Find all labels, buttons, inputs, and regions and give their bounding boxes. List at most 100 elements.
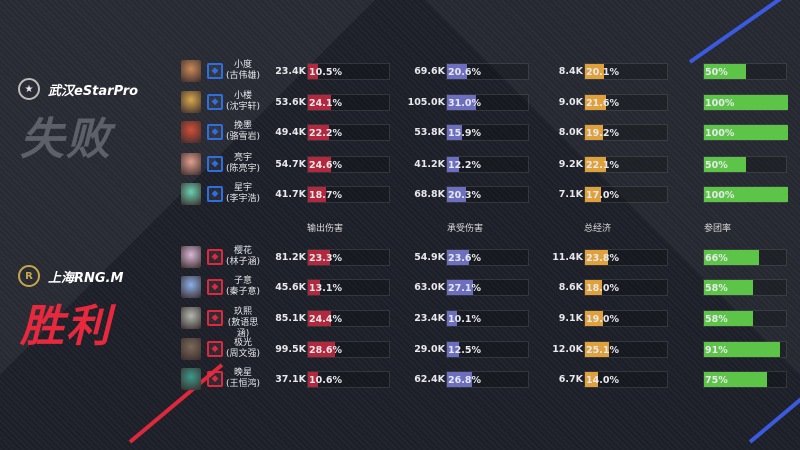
gold-bar: 25.1% [584, 341, 668, 358]
taken-percent: 12.2% [448, 160, 481, 171]
gold-percent: 17.0% [586, 190, 619, 201]
damage-bar: 10.5% [307, 63, 390, 80]
gold-bar: 22.1% [584, 156, 668, 173]
player-id: 星宇 [233, 183, 252, 193]
team-name: 武汉eStarPro [48, 83, 139, 99]
role-icon: ◆ [207, 279, 223, 295]
taken-value: 62.4K [414, 374, 445, 385]
damage-fill [308, 64, 318, 79]
hero-avatar [181, 338, 201, 360]
gold-value: 11.4K [552, 252, 583, 263]
gold-bar: 18.0% [584, 279, 668, 296]
gold-fill [585, 311, 604, 326]
gold-bar: 19.2% [584, 124, 668, 141]
taken-fill [447, 157, 459, 172]
participation-bar: 58% [703, 310, 787, 327]
damage-value: 85.1K [275, 313, 306, 324]
gold-value: 9.0K [558, 97, 583, 108]
gold-bar: 21.6% [584, 94, 668, 111]
player-real-name: (骆雪岩) [225, 132, 261, 142]
hero-avatar [181, 307, 201, 329]
participation-bar: 66% [703, 249, 787, 266]
header-damage: 输出伤害 [307, 224, 344, 234]
taken-value: 69.6K [414, 66, 445, 77]
player-name: 小度 (古伟雄) [222, 60, 264, 82]
damage-fill [308, 342, 336, 357]
role-icon: ◆ [207, 186, 223, 202]
player-row: ◆ 小度 (古伟雄) 23.4K 10.5% 69.6K 20.6% 8.4K 20.1% 50… [0, 60, 800, 84]
gold-fill [585, 95, 606, 110]
taken-bar: 31.0% [446, 94, 529, 111]
team-estar: ★ 武汉eStarPro [18, 78, 138, 100]
participation-percent: 50% [705, 67, 728, 78]
taken-percent: 20.3% [448, 190, 481, 201]
taken-percent: 26.8% [448, 375, 481, 386]
hero-avatar [181, 183, 201, 205]
gold-value: 9.1K [558, 313, 583, 324]
participation-bar: 50% [703, 63, 787, 80]
damage-bar: 24.1% [307, 94, 390, 111]
damage-percent: 10.5% [309, 67, 342, 78]
estar-logo-icon: ★ [18, 78, 40, 100]
participation-percent: 58% [705, 314, 728, 325]
gold-fill [585, 64, 605, 79]
hero-avatar [181, 276, 201, 298]
damage-percent: 24.6% [309, 160, 342, 171]
player-name: 亮宇 (陈亮宇) [222, 153, 264, 175]
damage-value: 45.6K [275, 282, 306, 293]
participation-fill [704, 125, 788, 140]
taken-fill [447, 64, 467, 79]
damage-percent: 28.6% [309, 345, 342, 356]
gold-percent: 14.0% [586, 375, 619, 386]
damage-fill [308, 311, 332, 326]
participation-percent: 100% [705, 98, 735, 109]
player-real-name: (周文强) [225, 349, 261, 359]
player-row: ◆ 星宇 (李宇浩) 41.7K 18.7% 68.8K 20.3% 7.1K 17.0% 10… [0, 183, 800, 207]
damage-bar: 24.4% [307, 310, 390, 327]
player-real-name: (王恒鸿) [225, 379, 261, 389]
participation-percent: 75% [705, 375, 728, 386]
role-icon: ◆ [207, 371, 223, 387]
player-real-name: (古伟雄) [225, 71, 261, 81]
player-name: 樱花 (林子涵) [222, 246, 264, 268]
damage-bar: 18.7% [307, 186, 390, 203]
player-id: 樱花 [233, 246, 252, 256]
player-row: ◆ 小楼 (沈宇轩) 53.6K 24.1% 105.0K 31.0% 9.0K 21.6% 1… [0, 91, 800, 115]
participation-fill [704, 250, 760, 265]
player-row: ◆ 子意 (秦子意) 45.6K 13.1% 63.0K 27.1% 8.6K 18.0% 58… [0, 276, 800, 300]
damage-bar: 13.1% [307, 279, 390, 296]
taken-bar: 15.9% [446, 124, 529, 141]
taken-value: 105.0K [407, 97, 445, 108]
hero-avatar [181, 153, 201, 175]
header-taken: 承受伤害 [447, 224, 484, 234]
taken-percent: 23.6% [448, 253, 481, 264]
damage-value: 49.4K [275, 127, 306, 138]
taken-percent: 31.0% [448, 98, 481, 109]
taken-fill [447, 125, 463, 140]
damage-value: 41.7K [275, 189, 306, 200]
hero-avatar [181, 368, 201, 390]
role-icon: ◆ [207, 341, 223, 357]
gold-value: 9.2K [558, 159, 583, 170]
taken-value: 68.8K [414, 189, 445, 200]
taken-value: 29.0K [414, 344, 445, 355]
damage-value: 53.6K [275, 97, 306, 108]
player-row: ◆ 极光 (周文强) 99.5K 28.6% 29.0K 12.5% 12.0K 25.1% 9… [0, 338, 800, 362]
gold-value: 6.7K [558, 374, 583, 385]
player-id: 玖熙 [233, 307, 252, 317]
damage-bar: 28.6% [307, 341, 390, 358]
damage-fill [308, 280, 321, 295]
gold-value: 8.4K [558, 66, 583, 77]
participation-percent: 91% [705, 345, 728, 356]
role-icon: ◆ [207, 94, 223, 110]
taken-percent: 27.1% [448, 283, 481, 294]
taken-fill [447, 187, 467, 202]
taken-bar: 12.2% [446, 156, 529, 173]
gold-value: 12.0K [552, 344, 583, 355]
role-icon: ◆ [207, 156, 223, 172]
participation-fill [704, 342, 781, 357]
damage-fill [308, 250, 331, 265]
taken-bar: 26.8% [446, 371, 529, 388]
taken-bar: 27.1% [446, 279, 529, 296]
